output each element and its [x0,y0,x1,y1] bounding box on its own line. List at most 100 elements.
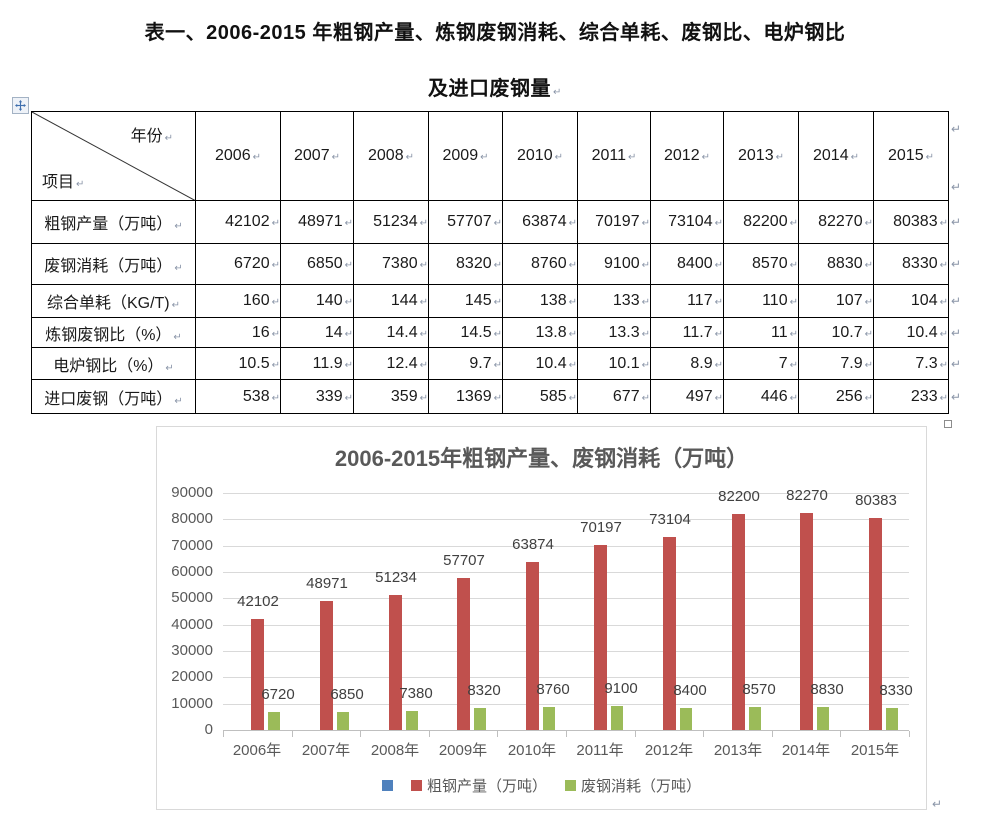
bar-scrap-consumption [474,708,486,730]
year-header-cell[interactable]: 2010 ↵ [502,111,578,201]
value-cell[interactable]: 9.7 ↵ [428,347,503,380]
value-cell[interactable]: 8570 ↵ [723,243,799,285]
value-cell[interactable]: 14.4 ↵ [353,317,429,348]
value-cell[interactable]: 8330 ↵ [873,243,949,285]
value-cell[interactable]: 104 ↵ [873,284,949,318]
row-label-cell[interactable]: 综合单耗（KG/T) ↵ [31,284,196,318]
year-header-cell[interactable]: 2015 ↵ [873,111,949,201]
value-cell[interactable]: 585 ↵ [502,379,578,414]
value-cell[interactable]: 10.5 ↵ [195,347,281,380]
value-cell[interactable]: 48971 ↵ [280,200,354,244]
value-cell[interactable]: 10.4 ↵ [502,347,578,380]
bar-value-label: 8330 [879,682,913,699]
year-header-cell[interactable]: 2008 ↵ [353,111,429,201]
value-cell[interactable]: 42102 ↵ [195,200,281,244]
row-end-mark: ↵ [951,215,962,229]
value-cell[interactable]: 16 ↵ [195,317,281,348]
value-cell[interactable]: 11.9 ↵ [280,347,354,380]
value-cell[interactable]: 117 ↵ [650,284,724,318]
value-cell[interactable]: 7.9 ↵ [798,347,874,380]
value-cell[interactable]: 8760 ↵ [502,243,578,285]
value-cell[interactable]: 82200 ↵ [723,200,799,244]
legend-item: 废钢消耗（万吨） [565,775,701,796]
cell-end-mark: ↵ [568,392,577,404]
value-cell[interactable]: 12.4 ↵ [353,347,429,380]
value-cell[interactable]: 446 ↵ [723,379,799,414]
value-cell[interactable]: 7.3 ↵ [873,347,949,380]
cell-end-mark: ↵ [568,328,577,340]
value-cell[interactable]: 144 ↵ [353,284,429,318]
value-cell[interactable]: 359 ↵ [353,379,429,414]
year-header-cell[interactable]: 2006 ↵ [195,111,281,201]
value-cell[interactable]: 145 ↵ [428,284,503,318]
value-cell[interactable]: 256 ↵ [798,379,874,414]
value-cell[interactable]: 497 ↵ [650,379,724,414]
cell-end-mark: ↵ [165,362,174,374]
value-cell[interactable]: 110 ↵ [723,284,799,318]
year-header-cell[interactable]: 2011 ↵ [577,111,651,201]
gridline [223,625,909,626]
value-cell[interactable]: 677 ↵ [577,379,651,414]
bar-value-label: 8570 [742,681,776,698]
year-header-cell[interactable]: 2013 ↵ [723,111,799,201]
value-cell[interactable]: 7 ↵ [723,347,799,380]
row-label-cell[interactable]: 废钢消耗（万吨） ↵ [31,243,196,285]
value-cell[interactable]: 11.7 ↵ [650,317,724,348]
row-label-cell[interactable]: 炼钢废钢比（%） ↵ [31,317,196,348]
cell-end-mark: ↵ [789,328,798,340]
value-cell[interactable]: 14.5 ↵ [428,317,503,348]
value-cell[interactable]: 1369 ↵ [428,379,503,414]
cell-end-mark: ↵ [344,392,353,404]
value-cell[interactable]: 9100 ↵ [577,243,651,285]
value-cell[interactable]: 138 ↵ [502,284,578,318]
value-cell[interactable]: 6720 ↵ [195,243,281,285]
year-header-cell[interactable]: 2009 ↵ [428,111,503,201]
value-cell[interactable]: 8.9 ↵ [650,347,724,380]
cell-text: 电炉钢比（%） [53,357,164,375]
row-label-cell[interactable]: 粗钢产量（万吨） ↵ [31,200,196,244]
table-row: 进口废钢（万吨） ↵ 538 ↵ 339 ↵ 359 ↵ 1369 ↵ 585 ↵ 677 ↵ 497 ↵ 44… [31,379,949,414]
year-header-cell[interactable]: 2014 ↵ [798,111,874,201]
value-cell[interactable]: 10.7 ↵ [798,317,874,348]
value-cell[interactable]: 140 ↵ [280,284,354,318]
value-cell[interactable]: 73104 ↵ [650,200,724,244]
bar-value-label: 80383 [855,492,897,509]
value-cell[interactable]: 80383 ↵ [873,200,949,244]
value-cell[interactable]: 57707 ↵ [428,200,503,244]
value-cell[interactable]: 13.3 ↵ [577,317,651,348]
value-cell[interactable]: 6850 ↵ [280,243,354,285]
value-cell[interactable]: 8320 ↵ [428,243,503,285]
chart-title: 2006-2015年粗钢产量、废钢消耗（万吨） [334,446,749,471]
cell-text: 粗钢产量（万吨） [44,216,173,233]
value-cell[interactable]: 82270 ↵ [798,200,874,244]
value-cell[interactable]: 7380 ↵ [353,243,429,285]
chart-object[interactable]: 2006-2015年粗钢产量、废钢消耗（万吨） 0 10000 20000 30000… [156,426,927,810]
value-cell[interactable]: 538 ↵ [195,379,281,414]
row-label-cell[interactable]: 进口废钢（万吨） ↵ [31,379,196,414]
value-cell[interactable]: 339 ↵ [280,379,354,414]
value-cell[interactable]: 233 ↵ [873,379,949,414]
cell-end-mark: ↵ [493,392,502,404]
value-cell[interactable]: 14 ↵ [280,317,354,348]
value-cell[interactable]: 63874 ↵ [502,200,578,244]
value-cell[interactable]: 160 ↵ [195,284,281,318]
value-cell[interactable]: 8830 ↵ [798,243,874,285]
value-cell[interactable]: 8400 ↵ [650,243,724,285]
value-cell[interactable]: 10.4 ↵ [873,317,949,348]
corner-header-cell[interactable]: 年份 ↵ 项目 ↵ [31,111,196,201]
year-header-cell[interactable]: 2012 ↵ [650,111,724,201]
table-resize-handle[interactable] [944,420,952,428]
value-cell[interactable]: 11 ↵ [723,317,799,348]
bar-scrap-consumption [543,707,555,730]
value-cell[interactable]: 70197 ↵ [577,200,651,244]
value-cell[interactable]: 107 ↵ [798,284,874,318]
cell-end-mark: ↵ [714,392,723,404]
year-header-cell[interactable]: 2007 ↵ [280,111,354,201]
table-move-handle-icon[interactable] [12,97,29,114]
value-cell[interactable]: 13.8 ↵ [502,317,578,348]
cell-end-mark: ↵ [641,359,650,371]
value-cell[interactable]: 10.1 ↵ [577,347,651,380]
value-cell[interactable]: 51234 ↵ [353,200,429,244]
value-cell[interactable]: 133 ↵ [577,284,651,318]
row-label-cell[interactable]: 电炉钢比（%） ↵ [31,347,196,380]
